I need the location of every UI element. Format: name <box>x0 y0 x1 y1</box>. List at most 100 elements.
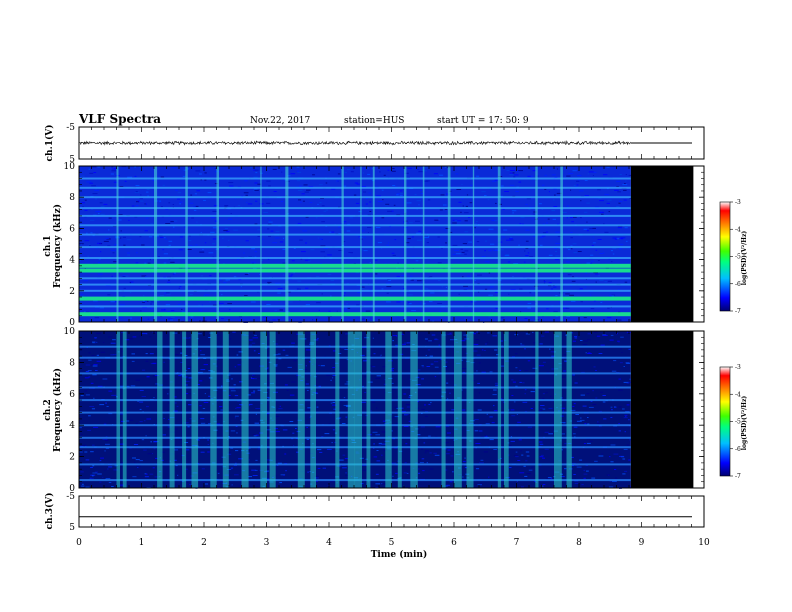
ch1-spectrogram-speckle <box>477 291 480 293</box>
ch1-spectrogram-speckle <box>441 247 443 249</box>
ch1-spectrogram-speckle <box>396 193 401 195</box>
ch1-spectrogram-speckle <box>494 292 499 293</box>
ch2-spectrogram-speckle <box>126 385 130 387</box>
ch2-spectrogram-speckle <box>280 474 286 476</box>
ch2-spectrogram-speckle <box>90 474 96 476</box>
ch2-spectrogram-time-spike <box>210 331 217 488</box>
ch2-spectrogram-speckle <box>521 454 524 456</box>
ch1-spectrogram-speckle <box>160 295 164 296</box>
ch2-spectrogram-speckle <box>538 410 543 411</box>
ch1-spectrogram-speckle <box>93 172 97 173</box>
ch2-spectrogram-speckle <box>184 380 190 382</box>
ch1-spectrogram-speckle <box>392 254 396 256</box>
ch2-spectrogram-speckle <box>282 349 286 351</box>
ch2-spectrogram-speckle <box>532 331 534 333</box>
ch2-spectrogram-speckle <box>332 402 336 403</box>
ch1-spectrogram-speckle <box>619 238 624 240</box>
ch1-spectrogram-speckle <box>274 309 277 311</box>
ch2-spectrogram-speckle <box>174 449 179 451</box>
ch1-spectrogram-freq-band <box>79 233 631 236</box>
ch2-spectrogram-time-spike <box>385 331 392 488</box>
ch1-spectrogram-speckle <box>595 249 598 251</box>
ch1-spectrogram-speckle <box>319 184 323 186</box>
ch1-spectrogram-speckle <box>551 174 556 176</box>
ch2-spectrogram-speckle <box>544 331 549 333</box>
ch1-spectrogram-speckle <box>399 194 403 196</box>
ch2-spectrogram-speckle <box>255 408 261 409</box>
ch1-spectrogram-speckle <box>196 221 198 223</box>
ch2-spectrogram-speckle <box>376 407 378 409</box>
ch1-spectrogram-speckle <box>417 280 422 282</box>
ch2-spectrogram-speckle <box>563 370 566 372</box>
ch2-spectrogram-speckle <box>391 430 393 432</box>
ch1-spectrogram-speckle <box>587 173 589 175</box>
ch2-spectrogram-speckle <box>146 376 150 378</box>
ch1-spectrogram-speckle <box>513 176 516 178</box>
ch1-spectrogram-speckle <box>540 244 543 246</box>
ch2-spectrogram-speckle <box>587 417 589 418</box>
ch2-spectrogram-speckle <box>378 442 382 444</box>
ch1-spectrogram-speckle <box>420 190 422 192</box>
ch2-spectrogram-speckle <box>197 384 200 385</box>
ch1-spectrogram-speckle <box>543 280 545 282</box>
ch1-spectrogram-speckle <box>530 175 534 177</box>
ch2-spectrogram-speckle <box>542 393 545 395</box>
x-tick-label: 7 <box>514 538 520 548</box>
ch1-spectrogram-speckle <box>167 281 171 283</box>
ch2-spectrogram-speckle <box>561 433 565 435</box>
ch2-spectrogram-speckle <box>510 440 515 442</box>
ch1-spectrogram-speckle <box>296 288 301 290</box>
ch2-spectrogram-speckle <box>406 342 411 344</box>
ch1-spectrogram-ytick-label: 0 <box>69 318 75 328</box>
ch2-spectrogram-speckle <box>587 353 592 354</box>
ch2-spectrogram-speckle <box>99 404 105 406</box>
ch1-spectrogram-speckle <box>546 308 549 310</box>
ch2-spectrogram-speckle <box>285 354 289 356</box>
ch2-spectrogram-speckle <box>417 369 421 371</box>
ch1-spectrogram-speckle <box>495 307 499 309</box>
ch1-spectrogram-speckle <box>173 272 176 274</box>
ch1-spectrogram-speckle <box>509 184 515 186</box>
ch2-spectrogram-speckle <box>596 335 598 337</box>
ch1-spectrogram-speckle <box>418 204 420 206</box>
ch2-spectrogram-speckle <box>390 417 396 419</box>
ch1-spectrogram-speckle <box>238 320 242 322</box>
ch2-spectrogram-speckle <box>129 419 134 421</box>
ch2-spectrogram-speckle <box>429 355 433 357</box>
ch2-spectrogram-speckle <box>236 407 241 409</box>
ch1-waveform-trace <box>78 140 631 146</box>
ch1-spectrogram-speckle <box>572 243 577 245</box>
ch2-spectrogram-speckle <box>254 422 259 424</box>
ch1-spectrogram-speckle <box>416 200 422 202</box>
ch1-spectrogram-speckle <box>84 311 86 313</box>
ch2-spectrogram-speckle <box>530 408 533 409</box>
ch2-spectrogram-speckle <box>104 440 109 441</box>
ch2-spectrogram-speckle <box>576 466 582 468</box>
ch1-spectrogram-speckle <box>86 232 88 234</box>
ch2-spectrogram-speckle <box>237 364 241 366</box>
ch1-spectrogram-speckle <box>618 200 623 202</box>
ch1-spectrogram-speckle <box>355 202 360 204</box>
ch1-spectrogram-freq-band <box>79 277 631 280</box>
ch2-spectrogram-speckle <box>533 342 536 344</box>
ch2-spectrogram-speckle <box>428 435 431 437</box>
ch2-spectrogram-speckle <box>628 419 630 421</box>
ch1-spectrogram-speckle <box>513 174 519 176</box>
ch2-spectrogram-speckle <box>375 434 380 436</box>
ch2-spectrogram-speckle <box>200 418 205 420</box>
ch2-spectrogram-time-spike <box>454 331 462 488</box>
ch2-spectrogram-speckle <box>201 468 205 470</box>
ch1-spectrogram-speckle <box>287 175 291 177</box>
ch2-spectrogram-speckle <box>153 448 156 450</box>
ch1-spectrogram-speckle <box>533 211 537 213</box>
ch2-spectrogram-speckle <box>395 422 400 424</box>
ch1-spectrogram-speckle <box>114 167 118 169</box>
ch2-spectrogram-ytick-label: 2 <box>69 453 75 463</box>
ch2-spectrogram-speckle <box>600 391 603 393</box>
ch2-spectrogram-speckle <box>394 416 400 418</box>
ch2-spectrogram-speckle <box>589 440 593 442</box>
ch1-spectrogram-speckle <box>233 229 238 231</box>
ch1-spectrogram-speckle <box>429 301 433 303</box>
ch2-spectrogram-speckle <box>613 360 617 362</box>
ch2-spectrogram-speckle <box>479 462 484 464</box>
